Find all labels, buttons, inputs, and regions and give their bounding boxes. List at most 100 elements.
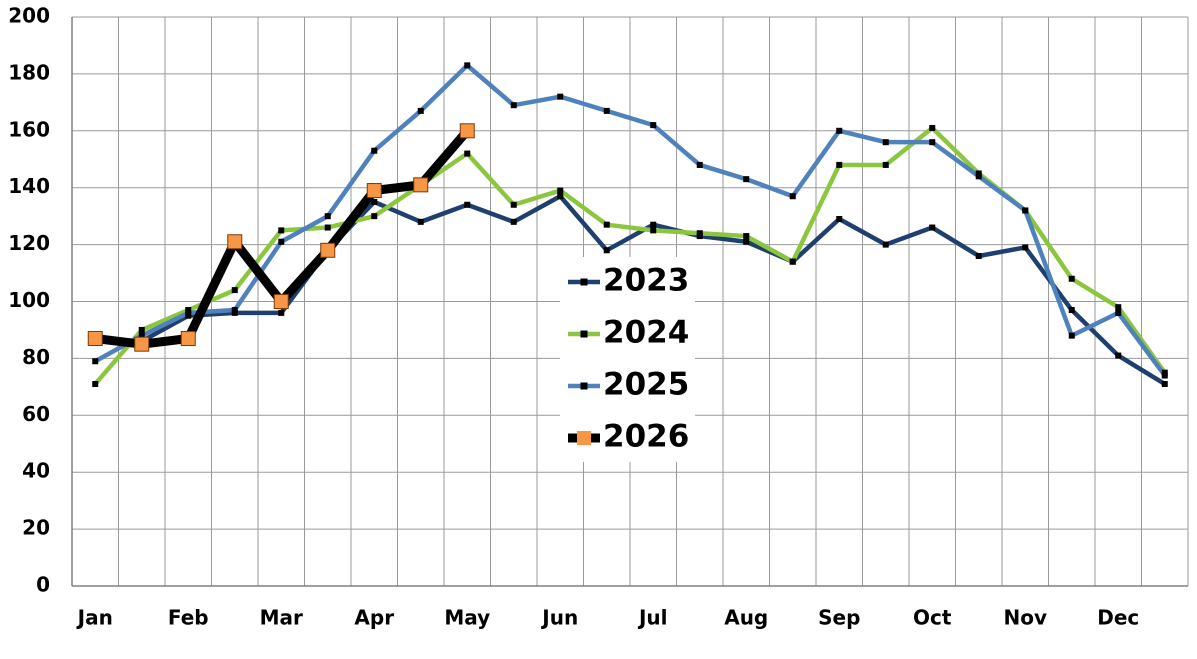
x-tick-label: Oct — [913, 606, 952, 630]
data-marker — [464, 62, 471, 69]
data-marker — [371, 213, 378, 220]
data-marker — [929, 139, 936, 146]
x-tick-label: May — [444, 606, 490, 630]
data-marker — [696, 230, 703, 237]
data-marker — [180, 330, 196, 346]
data-marker — [413, 177, 429, 193]
x-tick-label: Jun — [540, 606, 578, 630]
y-tick-label: 80 — [22, 345, 50, 369]
data-marker — [92, 381, 99, 388]
data-marker — [557, 193, 564, 200]
data-marker — [324, 224, 331, 231]
data-marker — [138, 332, 145, 339]
data-marker — [459, 123, 475, 139]
data-marker — [366, 183, 382, 199]
y-tick-label: 140 — [8, 174, 50, 198]
data-marker — [882, 241, 889, 248]
x-tick-label: Nov — [1003, 606, 1047, 630]
data-marker — [743, 233, 750, 240]
data-marker — [557, 93, 564, 100]
data-marker — [1068, 275, 1075, 282]
x-tick-label: Aug — [724, 606, 768, 630]
data-marker — [696, 161, 703, 168]
legend-label: 2025 — [603, 367, 689, 403]
data-marker — [789, 193, 796, 200]
x-tick-label: Jul — [637, 606, 668, 630]
data-marker — [743, 238, 750, 245]
data-marker — [138, 326, 145, 333]
data-marker — [87, 330, 103, 346]
data-marker — [320, 242, 336, 258]
data-marker — [603, 107, 610, 114]
x-tick-label: Mar — [260, 606, 303, 630]
data-marker — [1068, 332, 1075, 339]
y-tick-label: 180 — [8, 60, 50, 84]
y-tick-label: 40 — [22, 459, 50, 483]
legend-marker — [580, 278, 588, 286]
data-marker — [324, 213, 331, 220]
data-marker — [278, 227, 285, 234]
x-tick-label: Feb — [168, 606, 209, 630]
data-marker — [650, 227, 657, 234]
legend-label: 2026 — [603, 419, 689, 455]
data-marker — [1022, 244, 1029, 251]
data-marker — [464, 201, 471, 208]
data-marker — [134, 336, 150, 352]
data-marker — [371, 147, 378, 154]
data-marker — [278, 309, 285, 316]
data-marker — [510, 218, 517, 225]
data-marker — [1115, 352, 1122, 359]
data-marker — [650, 122, 657, 129]
series-line — [95, 193, 1166, 386]
data-marker — [1115, 304, 1122, 311]
data-marker — [743, 176, 750, 183]
data-marker — [92, 358, 99, 365]
data-marker — [231, 287, 238, 294]
x-tick-label: Apr — [354, 606, 394, 630]
legend-marker — [580, 330, 588, 338]
data-marker — [510, 201, 517, 208]
data-marker — [1068, 307, 1075, 314]
data-marker — [836, 127, 843, 134]
data-marker — [1022, 207, 1029, 214]
y-tick-label: 60 — [22, 402, 50, 426]
legend-label: 2023 — [603, 263, 689, 299]
data-marker — [836, 215, 843, 222]
legend-marker — [580, 382, 588, 390]
data-marker — [371, 198, 378, 205]
y-tick-label: 20 — [22, 516, 50, 540]
data-marker — [1161, 372, 1168, 379]
data-marker — [273, 294, 289, 309]
legend-label: 2024 — [603, 315, 689, 351]
data-marker — [882, 161, 889, 168]
data-marker — [1161, 381, 1168, 388]
x-tick-label: Sep — [818, 606, 860, 630]
data-marker — [557, 187, 564, 194]
y-tick-label: 160 — [8, 117, 50, 141]
x-tick-label: Jan — [76, 606, 113, 630]
data-marker — [603, 247, 610, 254]
data-marker — [603, 221, 610, 228]
data-marker — [650, 221, 657, 228]
y-tick-label: 100 — [8, 288, 50, 312]
data-marker — [929, 124, 936, 131]
legend-marker — [577, 431, 591, 445]
data-marker — [185, 309, 192, 316]
data-marker — [227, 234, 243, 250]
data-marker — [836, 161, 843, 168]
data-marker — [1115, 309, 1122, 316]
data-marker — [417, 218, 424, 225]
data-marker — [464, 150, 471, 157]
data-marker — [231, 307, 238, 314]
legend-box — [560, 257, 695, 462]
legend: 2023 2024 2025 2026 — [560, 257, 695, 462]
y-tick-label: 200 — [8, 4, 50, 28]
data-marker — [278, 238, 285, 245]
data-marker — [929, 224, 936, 231]
data-marker — [510, 102, 517, 109]
series-line — [94, 63, 1167, 377]
data-marker — [975, 252, 982, 259]
y-tick-label: 0 — [36, 573, 50, 597]
data-marker — [882, 139, 889, 146]
